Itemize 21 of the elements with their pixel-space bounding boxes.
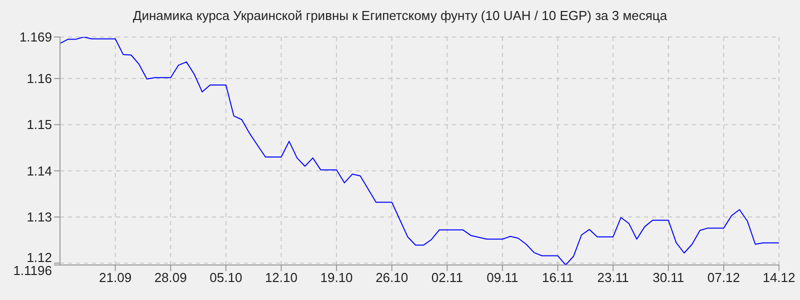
y-tick-label: 1.15 [26,117,52,132]
y-tick-label: 1.16 [26,71,52,86]
y-tick-label: 1.14 [26,163,52,178]
y-tick-label: 1.13 [26,210,52,225]
y-tick-label: 1.169 [19,30,52,45]
x-tick-label: 28.09 [154,270,187,286]
x-tick-label: 09.11 [486,270,518,286]
x-tick-label: 07.12 [707,270,740,286]
x-tick-label: 16.11 [542,270,574,286]
chart-title: Динамика курса Украинской гривны к Египетскому фунту (10 UAH / 10 EGP) за 3 месяца [132,8,668,23]
x-tick-label: 23.11 [597,270,629,286]
x-tick-label: 05.10 [210,270,242,286]
x-tick-label: 21.09 [99,270,132,286]
x-tick-label: 14.12 [762,270,796,286]
x-tick-label: 19.10 [320,270,353,286]
x-tick-label: 30.11 [652,270,684,286]
x-tick-label: 12.10 [264,270,298,286]
x-tick-label: 02.11 [431,270,463,286]
y-tick-label: 1.12 [26,250,52,266]
x-tick-label: 26.10 [376,270,408,286]
y-tick-label: 1.1196 [13,263,52,278]
